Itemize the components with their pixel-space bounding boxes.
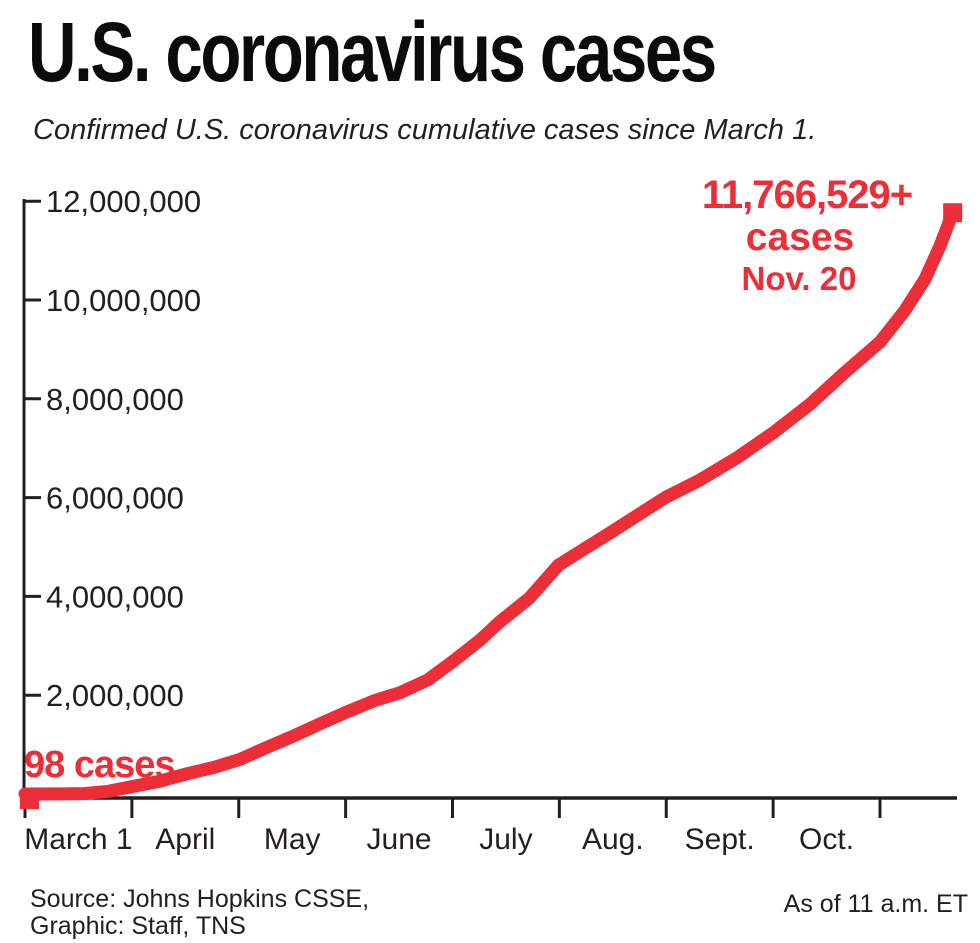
page-title: U.S. coronavirus cases	[28, 8, 886, 96]
x-axis-tick-label: Sept.	[685, 823, 755, 856]
x-axis-tick-label: May	[264, 823, 321, 856]
end-annotation-value: 11,766,529+	[702, 173, 912, 217]
y-axis-tick-label: 8,000,000	[46, 382, 184, 417]
cases-curve	[18, 206, 960, 801]
graphic-credit-line: Graphic: Staff, TNS	[30, 912, 246, 940]
y-axis-tick-label: 12,000,000	[46, 184, 201, 219]
as-of-timestamp: As of 11 a.m. ET	[783, 890, 968, 918]
y-axis-tick-label: 10,000,000	[46, 283, 201, 318]
end-point-marker	[943, 203, 963, 223]
y-axis-tick-label: 6,000,000	[46, 481, 184, 516]
y-axis-tick-label: 4,000,000	[46, 579, 184, 614]
source-line: Source: Johns Hopkins CSSE,	[30, 885, 370, 913]
start-point-marker	[20, 790, 39, 809]
start-annotation-label: 98 cases	[24, 744, 175, 786]
x-axis-tick-label: Oct.	[799, 823, 854, 856]
page-title-text: U.S. coronavirus cases	[28, 5, 717, 99]
end-annotation-date: Nov. 20	[742, 260, 857, 297]
end-annotation-cases-word: cases	[746, 216, 854, 259]
x-axis-tick-label: Aug.	[582, 823, 644, 856]
x-axis-tick-label: July	[479, 823, 532, 856]
chart-subtitle: Confirmed U.S. coronavirus cumulative ca…	[33, 114, 817, 146]
y-axis-tick-label: 2,000,000	[46, 678, 184, 713]
x-axis-tick-label: April	[155, 823, 215, 856]
x-axis-tick-label: March 1	[24, 823, 132, 856]
x-axis-tick-label: June	[367, 823, 432, 856]
chart-generated-layer: 12,000,000 10,000,000 8,000,000 6,000,000 4,…	[18, 184, 963, 856]
footer-credits: Source: Johns Hopkins CSSE, Graphic: Sta…	[30, 886, 369, 940]
